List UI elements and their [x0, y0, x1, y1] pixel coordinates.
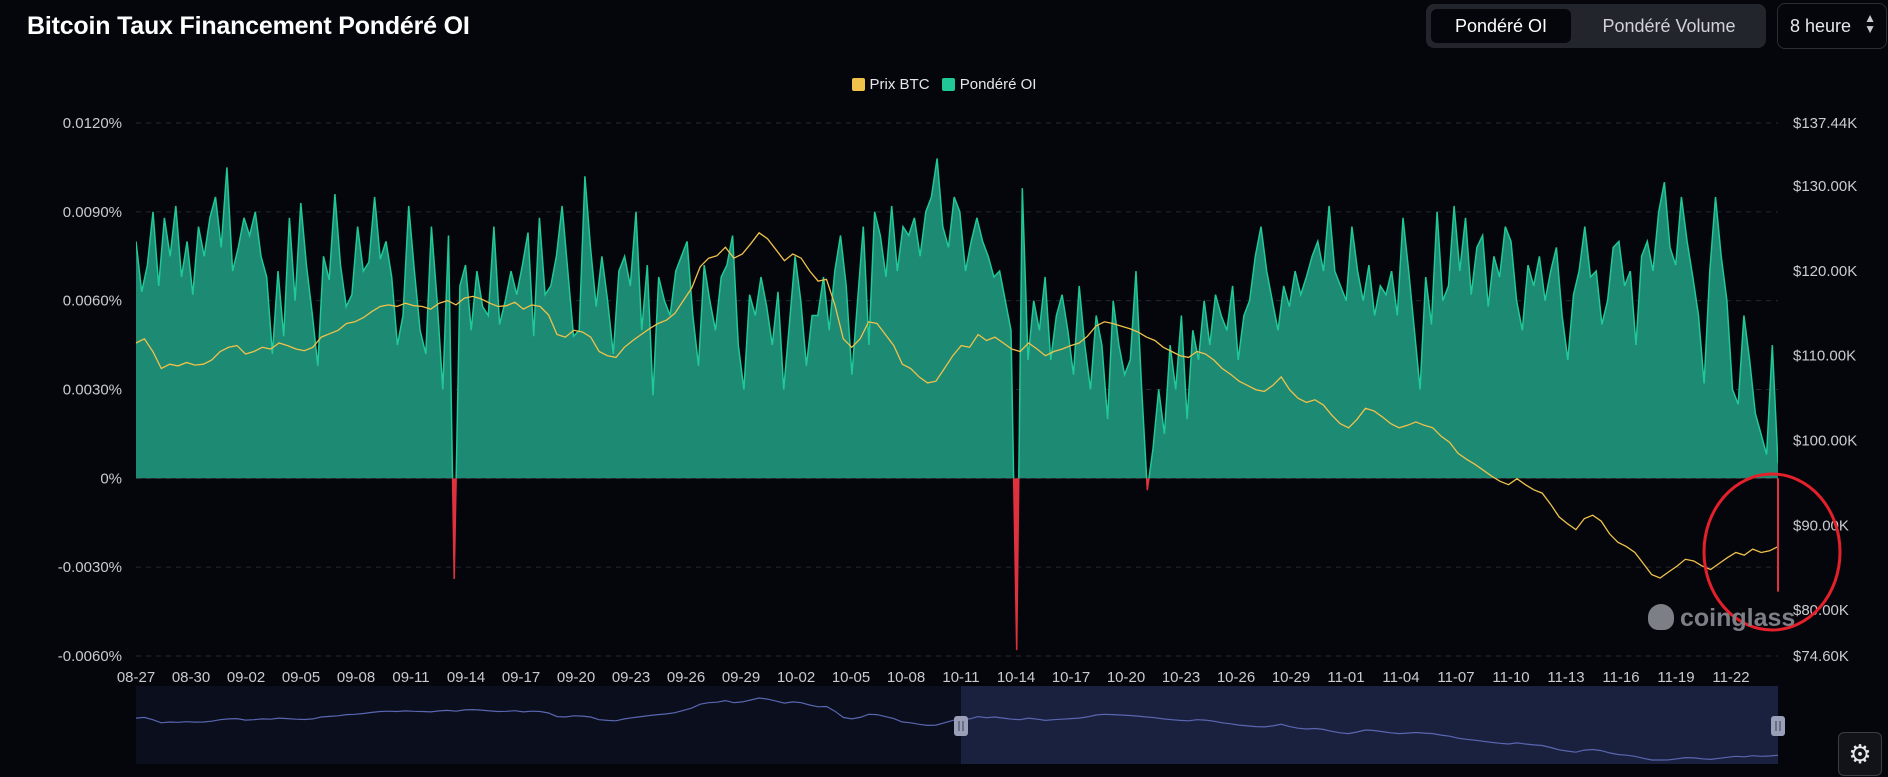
left-tick-label: 0% [100, 470, 122, 487]
right-tick-label: $137.44K [1793, 115, 1857, 132]
legend-item-price[interactable]: Prix BTC [851, 76, 930, 93]
x-tick-label: 09-23 [612, 669, 650, 686]
oi-weighted-button[interactable]: Pondéré OI [1431, 9, 1571, 43]
legend-swatch-funding [941, 78, 955, 91]
x-tick-label: 10-11 [942, 669, 979, 686]
left-tick-label: -0.0030% [58, 559, 122, 576]
right-tick-label: $130.00K [1793, 178, 1857, 195]
chevron-updown-icon: ▲ ▼ [1864, 11, 1876, 36]
x-tick-label: 11-16 [1602, 669, 1639, 686]
right-axis: $137.44K $130.00K $120.00K $110.00K $100.00K… [1793, 115, 1857, 665]
settings-button[interactable]: ⚙ [1838, 732, 1882, 776]
left-tick-label: 0.0120% [63, 115, 122, 132]
x-tick-label: 09-17 [502, 669, 540, 686]
x-tick-label: 10-17 [1052, 669, 1090, 686]
navigator-selection [961, 686, 1778, 764]
x-tick-label: 08-27 [117, 669, 155, 686]
x-tick-label: 10-14 [997, 669, 1035, 686]
interval-select-label: 8 heure [1790, 16, 1852, 36]
x-tick-label: 10-26 [1217, 669, 1255, 686]
left-tick-label: -0.0060% [58, 648, 122, 665]
x-tick-label: 10-29 [1272, 669, 1310, 686]
funding-area-positive [136, 158, 1778, 479]
coinglass-logo-icon [1648, 604, 1674, 630]
x-tick-label: 11-07 [1437, 669, 1474, 686]
x-tick-label: 09-26 [667, 669, 705, 686]
weighting-toggle: Pondéré OI Pondéré Volume [1426, 4, 1766, 48]
legend-label-funding: Pondéré OI [959, 76, 1037, 93]
right-tick-label: $90.00K [1793, 517, 1849, 534]
right-tick-label: $110.00K [1793, 348, 1856, 365]
x-tick-label: 10-08 [887, 669, 925, 686]
x-tick-label: 08-30 [172, 669, 210, 686]
x-tick-label: 10-20 [1107, 669, 1145, 686]
left-tick-label: 0.0030% [63, 382, 122, 399]
x-tick-label: 10-02 [777, 669, 815, 686]
right-tick-label: $100.00K [1793, 433, 1857, 450]
series-layer [135, 158, 1779, 651]
navigator-handle[interactable] [954, 716, 968, 736]
x-tick-label: 11-19 [1657, 669, 1694, 686]
gear-icon: ⚙ [1848, 739, 1872, 769]
x-tick-label: 10-23 [1162, 669, 1200, 686]
page-title: Bitcoin Taux Financement Pondéré OI [27, 12, 470, 40]
highlight-annotation-circle [1702, 472, 1842, 632]
x-tick-label: 09-14 [447, 669, 485, 686]
left-tick-label: 0.0090% [63, 204, 122, 221]
x-tick-label: 11-13 [1547, 669, 1584, 686]
watermark-text: coinglass [1680, 604, 1796, 632]
navigator-handle[interactable] [1771, 716, 1785, 736]
left-tick-label: 0.0060% [63, 293, 122, 310]
x-tick-label: 10-05 [832, 669, 870, 686]
x-tick-label: 11-10 [1492, 669, 1529, 686]
chart-legend: Prix BTC Pondéré OI [0, 76, 1888, 93]
coinglass-watermark: coinglass [1648, 604, 1795, 633]
x-axis: 08-27 08-30 09-02 09-05 09-08 09-11 09-14 09-17… [117, 669, 1750, 686]
interval-select[interactable]: 8 heure ▲ ▼ [1777, 3, 1887, 49]
left-axis: 0.0120% 0.0090% 0.0060% 0.0030% 0% -0.0030% -0… [58, 115, 122, 665]
legend-swatch-price [851, 78, 865, 91]
x-tick-label: 09-20 [557, 669, 595, 686]
x-tick-label: 09-02 [227, 669, 265, 686]
right-tick-label: $120.00K [1793, 263, 1857, 280]
range-navigator[interactable] [135, 686, 1785, 764]
price-line [135, 231, 1779, 579]
volume-weighted-button[interactable]: Pondéré Volume [1602, 16, 1736, 36]
x-tick-label: 09-11 [392, 669, 429, 686]
x-tick-label: 09-05 [282, 669, 320, 686]
right-tick-label: $74.60K [1793, 648, 1849, 665]
right-tick-label: $80.00K [1793, 602, 1849, 619]
x-tick-label: 09-29 [722, 669, 760, 686]
x-tick-label: 11-04 [1382, 669, 1419, 686]
x-tick-label: 11-22 [1712, 669, 1749, 686]
legend-item-funding[interactable]: Pondéré OI [941, 76, 1037, 93]
x-tick-label: 11-01 [1327, 669, 1364, 686]
x-tick-label: 09-08 [337, 669, 375, 686]
legend-label-price: Prix BTC [869, 76, 930, 93]
funding-line-positive [136, 158, 1778, 479]
